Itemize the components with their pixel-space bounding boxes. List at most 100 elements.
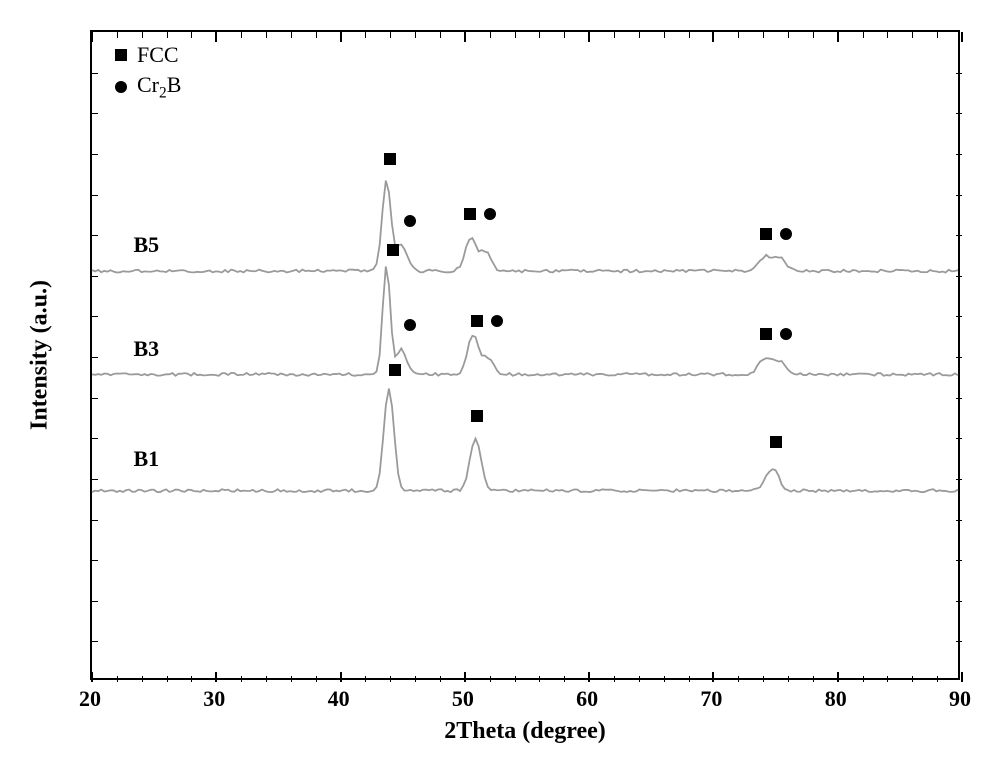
plot-area xyxy=(90,30,960,680)
x-minor-tick xyxy=(639,32,640,38)
x-axis-label: 2Theta (degree) xyxy=(444,718,606,745)
x-minor-tick xyxy=(167,32,168,38)
x-tick-label: 60 xyxy=(576,686,598,712)
x-tick xyxy=(588,32,590,42)
x-minor-tick xyxy=(887,676,888,682)
y-minor-tick xyxy=(956,154,962,155)
x-minor-tick xyxy=(614,32,615,38)
x-tick xyxy=(837,32,839,42)
x-tick-label: 50 xyxy=(452,686,474,712)
y-minor-tick xyxy=(956,195,962,196)
peak-marker-circle-icon xyxy=(491,315,503,327)
series-label-B5: B5 xyxy=(134,232,160,258)
x-minor-tick xyxy=(564,676,565,682)
legend-label: Cr2B xyxy=(137,72,181,102)
x-minor-tick xyxy=(664,32,665,38)
x-minor-tick xyxy=(863,676,864,682)
x-minor-tick xyxy=(738,32,739,38)
x-minor-tick xyxy=(241,676,242,682)
x-minor-tick xyxy=(266,32,267,38)
x-tick xyxy=(588,672,590,682)
y-minor-tick xyxy=(92,73,98,74)
x-minor-tick xyxy=(689,32,690,38)
x-minor-tick xyxy=(142,32,143,38)
x-minor-tick xyxy=(639,676,640,682)
series-label-B1: B1 xyxy=(134,446,160,472)
x-minor-tick xyxy=(415,32,416,38)
x-minor-tick xyxy=(291,32,292,38)
peak-marker-square-icon xyxy=(760,328,772,340)
y-minor-tick xyxy=(92,195,98,196)
y-axis-label: Intensity (a.u.) xyxy=(27,280,54,430)
x-minor-tick xyxy=(241,32,242,38)
x-tick-label: 30 xyxy=(203,686,225,712)
x-minor-tick xyxy=(539,676,540,682)
y-minor-tick xyxy=(956,316,962,317)
peak-marker-square-icon xyxy=(389,364,401,376)
y-minor-tick xyxy=(956,520,962,521)
square-icon xyxy=(115,49,127,61)
x-minor-tick xyxy=(440,676,441,682)
peak-marker-circle-icon xyxy=(484,208,496,220)
x-minor-tick xyxy=(564,32,565,38)
y-minor-tick xyxy=(92,560,98,561)
x-minor-tick xyxy=(515,32,516,38)
y-minor-tick xyxy=(92,316,98,317)
y-minor-tick xyxy=(956,438,962,439)
peak-marker-circle-icon xyxy=(780,228,792,240)
y-minor-tick xyxy=(92,398,98,399)
xrd-curve-B1 xyxy=(92,389,958,493)
peak-marker-square-icon xyxy=(387,244,399,256)
x-tick-label: 70 xyxy=(700,686,722,712)
x-minor-tick xyxy=(937,32,938,38)
y-minor-tick xyxy=(956,479,962,480)
y-minor-tick xyxy=(956,560,962,561)
x-minor-tick xyxy=(365,32,366,38)
y-minor-tick xyxy=(92,641,98,642)
x-tick xyxy=(464,672,466,682)
x-minor-tick xyxy=(490,676,491,682)
x-tick xyxy=(215,32,217,42)
x-tick xyxy=(91,672,93,682)
peak-marker-square-icon xyxy=(471,410,483,422)
x-minor-tick xyxy=(788,676,789,682)
y-minor-tick xyxy=(956,73,962,74)
legend-item: FCC xyxy=(115,42,181,68)
x-tick-label: 40 xyxy=(328,686,350,712)
x-minor-tick xyxy=(887,32,888,38)
y-minor-tick xyxy=(956,235,962,236)
x-minor-tick xyxy=(415,676,416,682)
y-minor-tick xyxy=(92,520,98,521)
x-minor-tick xyxy=(390,32,391,38)
x-minor-tick xyxy=(614,676,615,682)
x-minor-tick xyxy=(117,32,118,38)
x-minor-tick xyxy=(316,676,317,682)
peak-marker-square-icon xyxy=(384,153,396,165)
x-minor-tick xyxy=(167,676,168,682)
x-minor-tick xyxy=(763,676,764,682)
x-minor-tick xyxy=(440,32,441,38)
x-minor-tick xyxy=(390,676,391,682)
x-minor-tick xyxy=(813,676,814,682)
x-tick xyxy=(961,672,963,682)
x-minor-tick xyxy=(365,676,366,682)
peak-marker-square-icon xyxy=(471,315,483,327)
xrd-curve-B5 xyxy=(92,181,958,273)
y-minor-tick xyxy=(92,438,98,439)
y-minor-tick xyxy=(92,154,98,155)
y-minor-tick xyxy=(956,113,962,114)
x-tick xyxy=(340,672,342,682)
x-minor-tick xyxy=(689,676,690,682)
peak-marker-square-icon xyxy=(760,228,772,240)
xrd-figure: Intensity (a.u.) 2Theta (degree) FCC Cr2B… xyxy=(0,0,1000,781)
y-minor-tick xyxy=(92,276,98,277)
peak-marker-square-icon xyxy=(770,436,782,448)
x-minor-tick xyxy=(912,32,913,38)
x-tick xyxy=(464,32,466,42)
x-tick xyxy=(961,32,963,42)
x-minor-tick xyxy=(117,676,118,682)
x-tick-label: 20 xyxy=(79,686,101,712)
y-minor-tick xyxy=(92,235,98,236)
x-minor-tick xyxy=(912,676,913,682)
x-tick xyxy=(340,32,342,42)
